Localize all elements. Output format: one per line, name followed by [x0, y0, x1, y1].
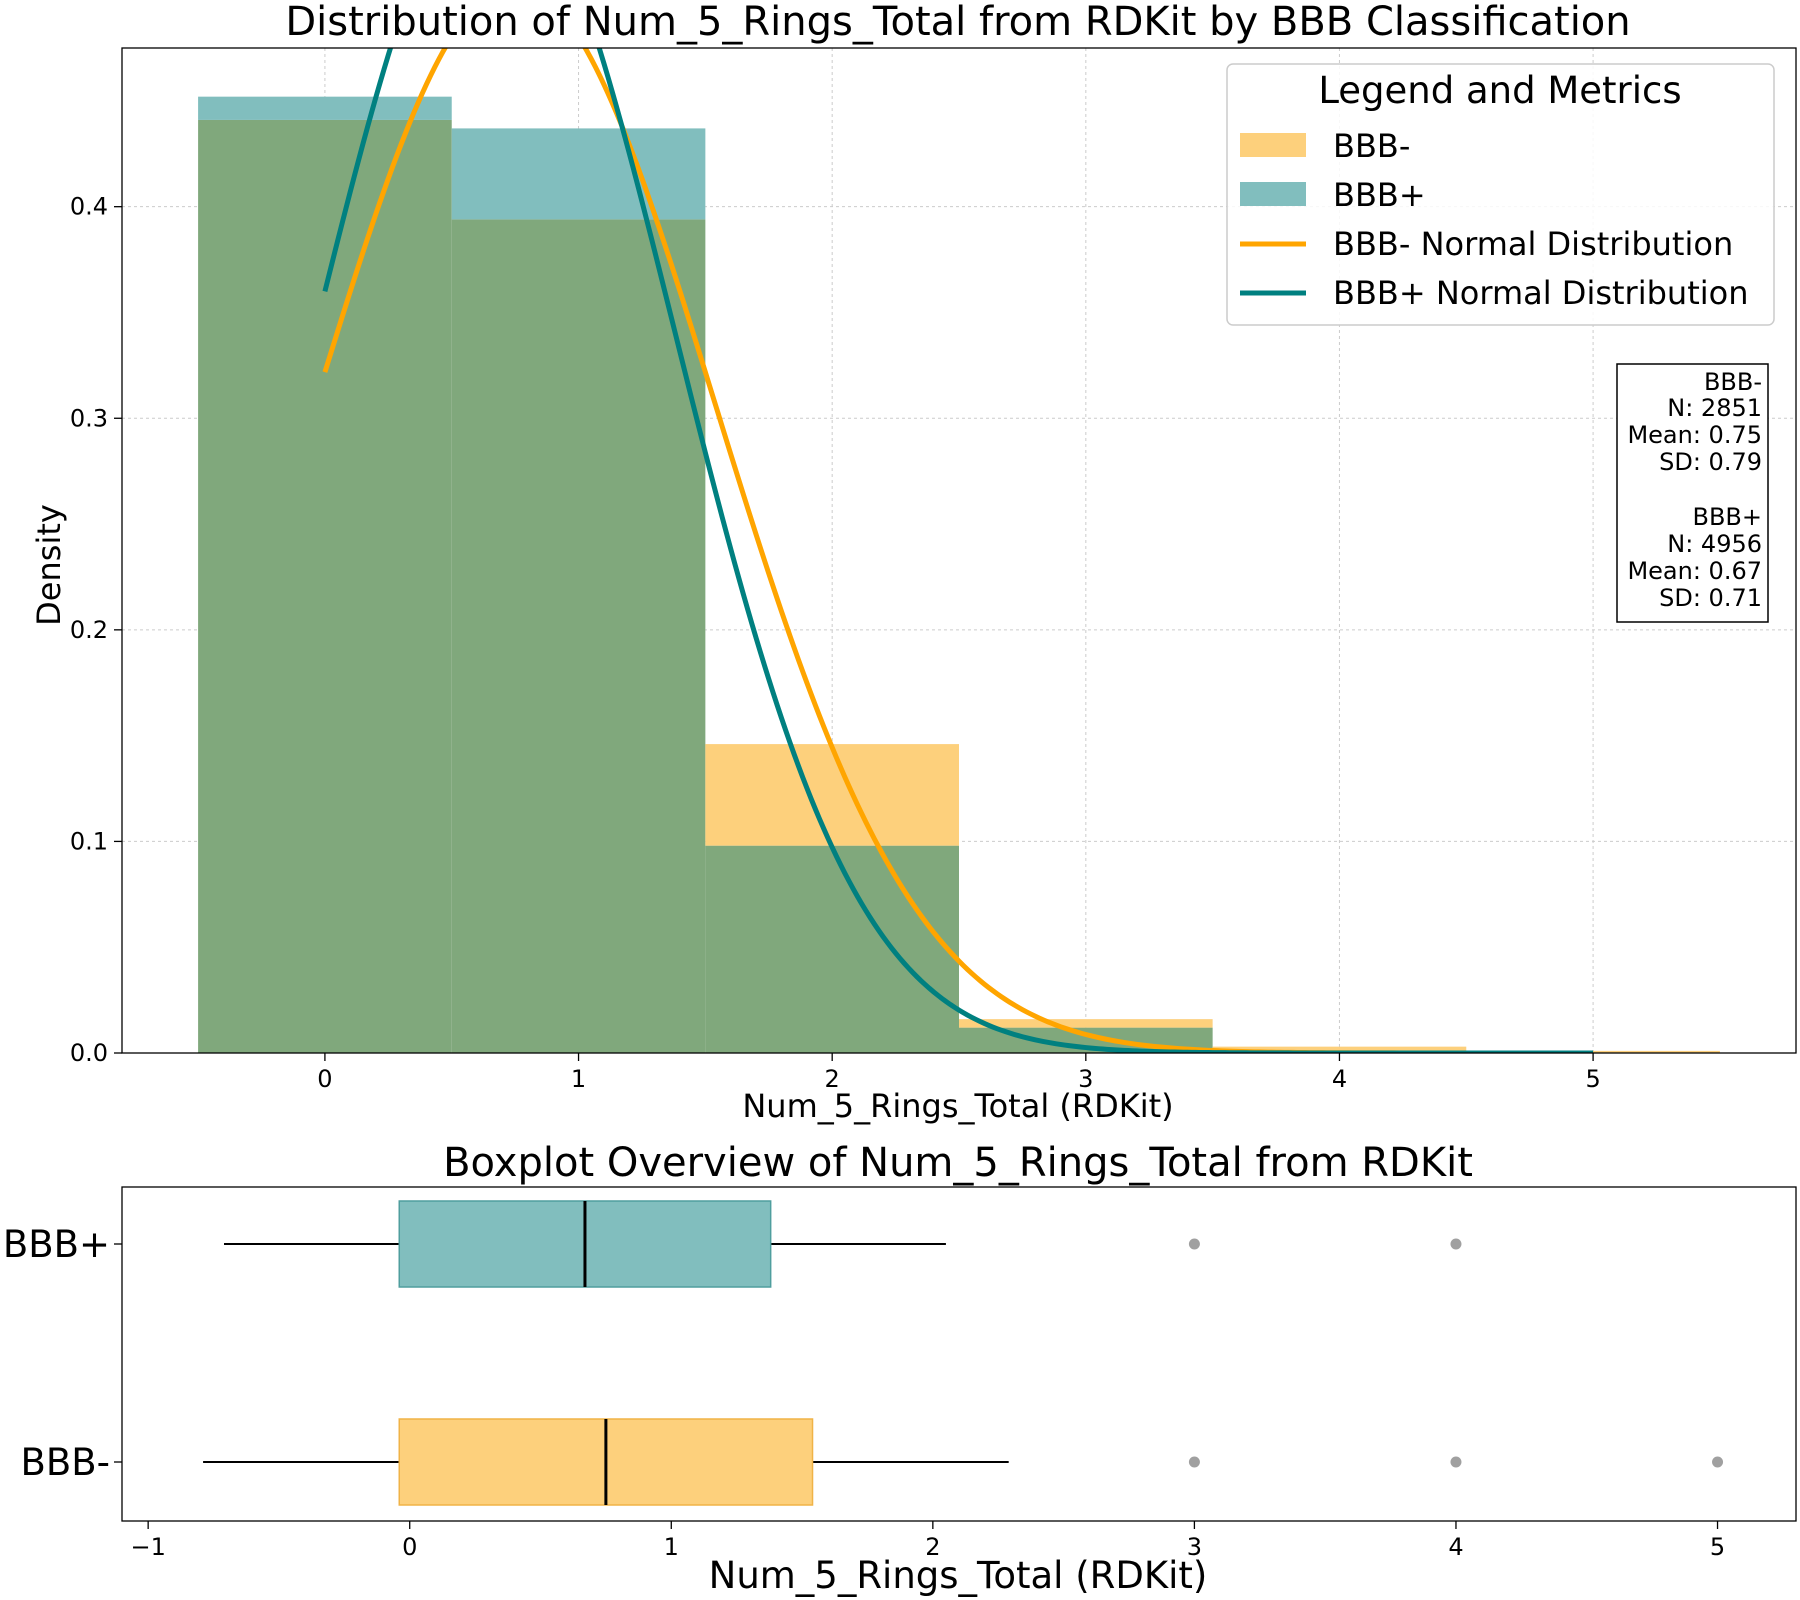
legend-label-bbb-plus-normal: BBB+ Normal Distribution: [1333, 274, 1748, 312]
legend-box: [1226, 63, 1775, 326]
legend-title: Legend and Metrics: [1318, 69, 1681, 112]
histogram-bar-bbb-minus: [959, 1019, 1213, 1028]
boxplot-axes-frame: [121, 1186, 1797, 1522]
y-tick-label: 0.4: [70, 193, 108, 221]
histogram-bar-overlap: [198, 119, 452, 1054]
x-tick-label: 3: [1078, 1065, 1093, 1093]
boxplot-x-tick-label: 0: [402, 1533, 417, 1561]
boxplot-ticks: −1 0 1 2 3 4 5 BBB+ BBB-: [3, 1223, 1725, 1561]
histogram-bar-bbb-plus: [198, 96, 452, 120]
histogram-bar-bbb-minus: [1466, 1050, 1720, 1053]
legend-label-bbb-plus: BBB+: [1333, 176, 1426, 214]
metrics-bbb-plus-n: N: 4956: [1667, 530, 1762, 558]
histogram-bars: [198, 96, 1720, 1054]
x-tick-label: 2: [825, 1065, 840, 1093]
legend: Legend and Metrics BBB- BBB+ BBB- Normal…: [1226, 63, 1775, 326]
metrics-box: BBB- N: 2851 Mean: 0.75 SD: 0.79 BBB+ N:…: [1616, 363, 1769, 623]
metrics-bbb-minus-sd: SD: 0.79: [1659, 448, 1762, 476]
boxplot-outlier-bbb-plus: [1450, 1238, 1462, 1250]
histogram-axes-frame: [121, 47, 1797, 1054]
histogram-bar-bbb-minus: [705, 744, 959, 846]
histogram-title: Distribution of Num_5_Rings_Total from R…: [285, 0, 1630, 45]
legend-label-bbb-minus-normal: BBB- Normal Distribution: [1333, 225, 1733, 263]
x-tick-label: 5: [1585, 1065, 1600, 1093]
metrics-bbb-plus-mean: Mean: 0.67: [1627, 557, 1762, 585]
boxplot-outlier-bbb-minus: [1450, 1456, 1462, 1468]
y-tick-label: 0.0: [70, 1039, 108, 1067]
histogram-bar-overlap: [705, 845, 959, 1053]
histogram-panel: 0 1 2 3 4 5 0.0 0.1 0.2 0.3 0.4 Distribution of Nu…: [30, 0, 1797, 1125]
boxplot-panel: −1 0 1 2 3 4 5 BBB+ BBB- Boxplot Overview of Num…: [3, 1140, 1797, 1597]
histogram-bar-overlap: [451, 219, 706, 1053]
y-tick-label: 0.3: [70, 404, 108, 432]
legend-swatch-bbb-plus: [1240, 182, 1306, 206]
boxplot-x-tick-label: 1: [664, 1533, 679, 1561]
metrics-bbb-minus-n: N: 2851: [1667, 394, 1762, 422]
y-tick-label: 0.2: [70, 616, 108, 644]
histogram-bar-bbb-plus: [451, 128, 706, 220]
y-tick-label: 0.1: [70, 827, 108, 855]
histogram-y-label: Density: [30, 504, 68, 626]
boxplot-x-tick-label: 4: [1448, 1533, 1463, 1561]
legend-label-bbb-minus: BBB-: [1333, 127, 1410, 165]
boxplot-title: Boxplot Overview of Num_5_Rings_Total fr…: [443, 1140, 1473, 1186]
boxplot-outlier-bbb-minus: [1188, 1456, 1200, 1468]
x-tick-label: 4: [1332, 1065, 1347, 1093]
histogram-ticks: 0 1 2 3 4 5 0.0 0.1 0.2 0.3 0.4: [70, 193, 1601, 1093]
boxplot-x-tick-label: 5: [1710, 1533, 1725, 1561]
boxplot-x-tick-label: −1: [130, 1533, 165, 1561]
metrics-bbb-plus-group: BBB+: [1692, 503, 1762, 531]
histogram-x-label: Num_5_Rings_Total (RDKit): [742, 1087, 1173, 1125]
boxplot-x-tick-label: 3: [1187, 1533, 1202, 1561]
boxplot-y-tick-label: BBB+: [3, 1223, 110, 1266]
x-tick-label: 1: [571, 1065, 586, 1093]
metrics-bbb-minus-group: BBB-: [1704, 368, 1762, 396]
boxplot-elements: [203, 1200, 1724, 1506]
boxplot-y-tick-label: BBB-: [20, 1441, 110, 1484]
boxplot-outlier-bbb-plus: [1188, 1238, 1200, 1250]
boxplot-x-label: Num_5_Rings_Total (RDKit): [709, 1554, 1208, 1597]
metrics-box-frame: [1616, 363, 1769, 623]
metrics-bbb-plus-sd: SD: 0.71: [1659, 584, 1762, 612]
legend-swatch-bbb-minus: [1240, 133, 1306, 157]
histogram-bar-bbb-minus: [1212, 1046, 1467, 1051]
boxplot-x-tick-label: 2: [925, 1533, 940, 1561]
metrics-bbb-minus-mean: Mean: 0.75: [1627, 421, 1762, 449]
x-tick-label: 0: [317, 1065, 332, 1093]
boxplot-outlier-bbb-minus: [1712, 1456, 1724, 1468]
